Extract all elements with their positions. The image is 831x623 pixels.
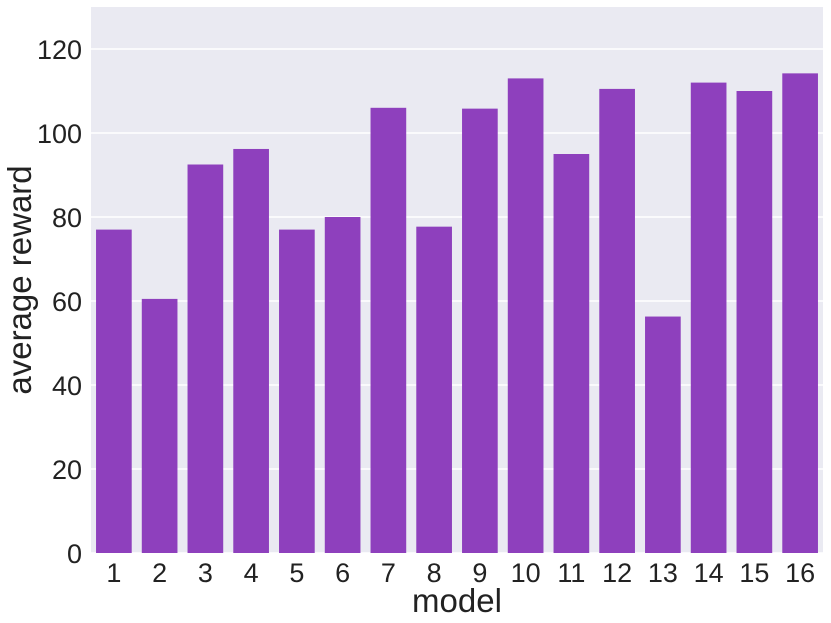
bar-model-10 [507,78,544,554]
y-tick-label: 100 [37,119,82,149]
x-tick-label: 4 [244,558,259,588]
x-tick-label: 15 [739,558,769,588]
x-tick-labels: 1 2 3 4 5 6 7 8 9 10 11 12 13 14 15 16 [106,558,815,588]
y-tick-labels: 0 20 40 60 80 100 120 [37,35,82,569]
bar-model-1 [96,229,132,553]
bar-model-14 [690,82,727,553]
x-tick-label: 11 [557,558,585,588]
x-tick-label: 1 [106,558,121,588]
y-tick-label: 20 [52,455,82,485]
x-tick-label: 16 [785,558,815,588]
bar-model-9 [462,108,498,553]
x-tick-label: 10 [511,558,541,588]
y-tick-label: 0 [67,539,82,569]
y-tick-label: 120 [37,35,82,65]
bar-model-4 [233,148,269,553]
x-tick-label: 12 [602,558,632,588]
bar-model-11 [553,154,590,553]
bar-model-12 [599,88,635,554]
bar-model-2 [141,298,178,553]
bar-model-5 [279,229,315,553]
y-tick-label: 40 [52,371,82,401]
bar-model-7 [370,107,407,554]
y-tick-label: 80 [52,203,82,233]
x-tick-label: 9 [472,558,487,588]
bar-model-8 [416,226,452,553]
bar-model-6 [324,217,361,553]
bar-model-13 [645,316,681,553]
x-tick-label: 2 [152,558,167,588]
bar-model-16 [782,73,818,554]
y-axis-label: average reward [1,165,38,394]
x-tick-label: 5 [289,558,304,588]
y-tick-label: 60 [52,287,82,317]
x-tick-label: 14 [694,558,724,588]
x-tick-label: 7 [381,558,396,588]
bar-model-3 [187,164,224,553]
x-tick-label: 13 [648,558,678,588]
x-tick-label: 8 [427,558,442,588]
bar-model-15 [736,91,773,553]
x-tick-label: 6 [335,558,350,588]
bars [96,73,818,554]
x-tick-label: 3 [198,558,213,588]
x-axis-label: model [412,582,502,619]
